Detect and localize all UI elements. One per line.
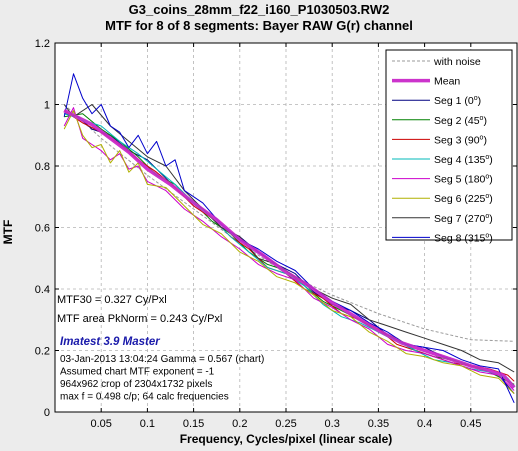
x-tick-label: 0.4 [417,418,432,430]
y-tick-label: 0.2 [35,346,50,358]
y-tick-label: 0.4 [35,284,50,296]
x-tick-label: 0.2 [232,418,247,430]
imatest-brand: Imatest 3.9 Master [60,336,160,348]
x-tick-label: 0.1 [140,418,155,430]
y-tick-label: 0 [44,407,50,419]
legend-label: Seg 7 (270o) [434,213,493,225]
legend-label: Seg 6 (225o) [434,193,493,205]
x-axis-label: Frequency, Cycles/pixel (linear scale) [179,432,393,446]
legend-label: Seg 1 (0o) [434,95,481,107]
legend-label: Seg 8 (315o) [434,232,493,244]
legend-label: Seg 5 (180o) [434,174,493,186]
y-tick-label: 1.2 [35,38,50,50]
y-tick-label: 0.6 [35,223,50,235]
y-axis-label: MTF [1,219,15,245]
series-line-mean-overlay [63,109,516,389]
mtf30-annotation: MTF30 = 0.327 Cy/Pxl [57,294,167,306]
x-tick-label: 0.05 [90,418,111,430]
chart-title-filename: G3_coins_28mm_f22_i160_P1030503.RW2 [128,2,390,17]
x-tick-label: 0.15 [183,418,204,430]
x-tick-label: 0.45 [460,418,481,430]
legend-label: Seg 2 (45o) [434,115,487,127]
y-tick-label: 0.8 [35,161,50,173]
chart-title-description: MTF for 8 of 8 segments: Bayer RAW G(r) … [105,18,413,33]
info-line: 03-Jan-2013 13:04:24 Gamma = 0.567 (char… [60,354,264,365]
info-line: Assumed chart MTF exponent = -1 [60,367,215,378]
series-line-seg-6 [63,110,515,394]
legend-label: Mean [434,76,460,88]
x-tick-label: 0.3 [325,418,340,430]
legend-label: Seg 4 (135o) [434,154,493,166]
x-tick-label: 0.35 [368,418,389,430]
y-tick-label: 1 [44,100,50,112]
legend-label: with noise [433,56,481,68]
mtf-area-annotation: MTF area PkNorm = 0.243 Cy/Pxl [57,313,222,325]
info-line: 964x962 crop of 2304x1732 pixels [60,379,212,390]
legend-label: Seg 3 (90o) [434,134,487,146]
x-tick-label: 0.25 [275,418,296,430]
info-line: max f = 0.498 c/p; 64 calc frequencies [60,392,229,403]
